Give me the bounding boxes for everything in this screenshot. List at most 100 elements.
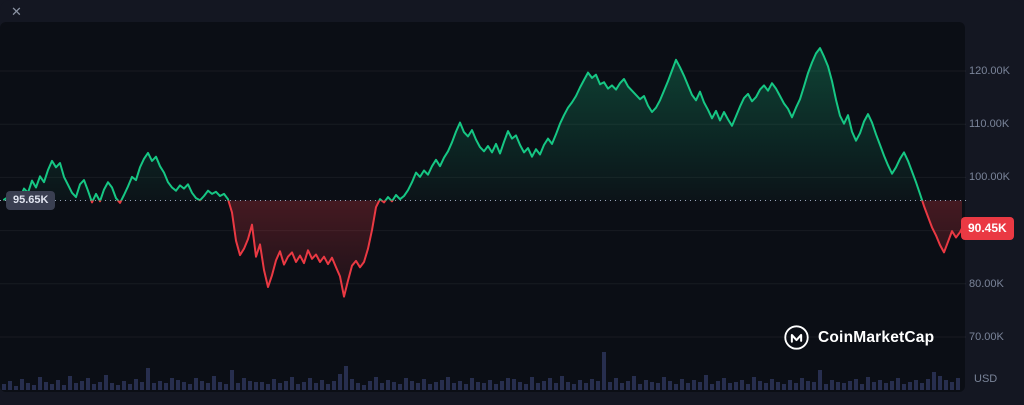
- volume-bar: [164, 383, 168, 390]
- volume-bar: [452, 383, 456, 390]
- volume-bar: [290, 377, 294, 390]
- area-above-baseline: [4, 48, 962, 201]
- volume-bar: [338, 374, 342, 390]
- volume-bar: [476, 382, 480, 390]
- volume-bar: [122, 381, 126, 390]
- volume-bar: [764, 383, 768, 390]
- volume-bar: [614, 378, 618, 390]
- volume-bar: [920, 383, 924, 390]
- volume-bar: [794, 383, 798, 390]
- volume-bar: [44, 382, 48, 390]
- volume-bar: [20, 379, 24, 390]
- volume-bar: [788, 380, 792, 390]
- volume-bar: [806, 381, 810, 390]
- volume-bar: [674, 384, 678, 390]
- close-icon[interactable]: ✕: [8, 2, 25, 21]
- volume-bar: [38, 377, 42, 390]
- volume-bar: [758, 381, 762, 390]
- volume-bar: [284, 381, 288, 390]
- volume-bar: [938, 376, 942, 390]
- volume-bar: [428, 384, 432, 390]
- volume-bar: [656, 383, 660, 390]
- volume-bar: [470, 378, 474, 390]
- volume-bar: [890, 381, 894, 390]
- coinmarketcap-logo-icon: [784, 325, 809, 350]
- volume-bar: [254, 382, 258, 390]
- volume-bar: [632, 376, 636, 390]
- volume-bar: [518, 382, 522, 390]
- currency-label: USD: [974, 373, 998, 385]
- volume-bar: [872, 382, 876, 390]
- volume-bar: [644, 380, 648, 390]
- volume-bar: [332, 381, 336, 390]
- volume-bar: [92, 384, 96, 390]
- volume-bar: [62, 385, 66, 390]
- volume-bar: [404, 378, 408, 390]
- volume-bar: [752, 377, 756, 390]
- volume-bar: [770, 379, 774, 390]
- volume-bar: [728, 383, 732, 390]
- volume-bar: [500, 381, 504, 390]
- volume-bar: [86, 378, 90, 390]
- volume-bar: [950, 382, 954, 390]
- volume-bar: [572, 384, 576, 390]
- volume-bar: [692, 380, 696, 390]
- volume-bar: [902, 384, 906, 390]
- volume-bar: [224, 384, 228, 390]
- volume-bar: [374, 377, 378, 390]
- volume-bar: [392, 382, 396, 390]
- volume-bar: [812, 382, 816, 390]
- volume-bar: [386, 380, 390, 390]
- volume-bar: [26, 383, 30, 390]
- volume-bar: [782, 384, 786, 390]
- volume-bar: [866, 377, 870, 390]
- volume-bar: [824, 384, 828, 390]
- volume-bar: [206, 383, 210, 390]
- volume-bar: [578, 380, 582, 390]
- volume-bar: [458, 381, 462, 390]
- volume-bar: [512, 379, 516, 390]
- volume-bar: [800, 378, 804, 390]
- volume-bar: [56, 380, 60, 390]
- volume-bar: [308, 378, 312, 390]
- volume-bar: [266, 384, 270, 390]
- volume-bar: [650, 382, 654, 390]
- volume-bar: [710, 384, 714, 390]
- volume-bar: [596, 381, 600, 390]
- volume-bar: [134, 379, 138, 390]
- volume-bar: [140, 382, 144, 390]
- volume-bar: [320, 380, 324, 390]
- volume-bar: [944, 380, 948, 390]
- volume-bar: [218, 382, 222, 390]
- volume-bar: [818, 370, 822, 390]
- volume-bar: [854, 379, 858, 390]
- volume-bar: [590, 379, 594, 390]
- volume-bar: [194, 378, 198, 390]
- volume-bar: [182, 382, 186, 390]
- volume-bar: [272, 379, 276, 390]
- volume-bar: [200, 381, 204, 390]
- volume-bar: [494, 384, 498, 390]
- volume-bar: [188, 384, 192, 390]
- volume-bar: [446, 377, 450, 390]
- volume-bar: [704, 375, 708, 390]
- volume-bar: [152, 383, 156, 390]
- current-price-badge: 90.45K: [961, 217, 1014, 240]
- volume-bar: [680, 379, 684, 390]
- volume-bar: [344, 366, 348, 390]
- volume-bar: [314, 383, 318, 390]
- volume-bar: [158, 381, 162, 390]
- volume-bar: [248, 381, 252, 390]
- volume-bar: [842, 383, 846, 390]
- volume-bar: [878, 380, 882, 390]
- volume-bar: [554, 383, 558, 390]
- volume-bar: [380, 383, 384, 390]
- volume-bar: [80, 381, 84, 390]
- volume-bar: [236, 383, 240, 390]
- volume-bar: [602, 352, 606, 390]
- volume-bar: [524, 384, 528, 390]
- volume-bar: [356, 383, 360, 390]
- volume-bar: [110, 383, 114, 390]
- coinmarketcap-branding[interactable]: CoinMarketCap: [783, 324, 934, 351]
